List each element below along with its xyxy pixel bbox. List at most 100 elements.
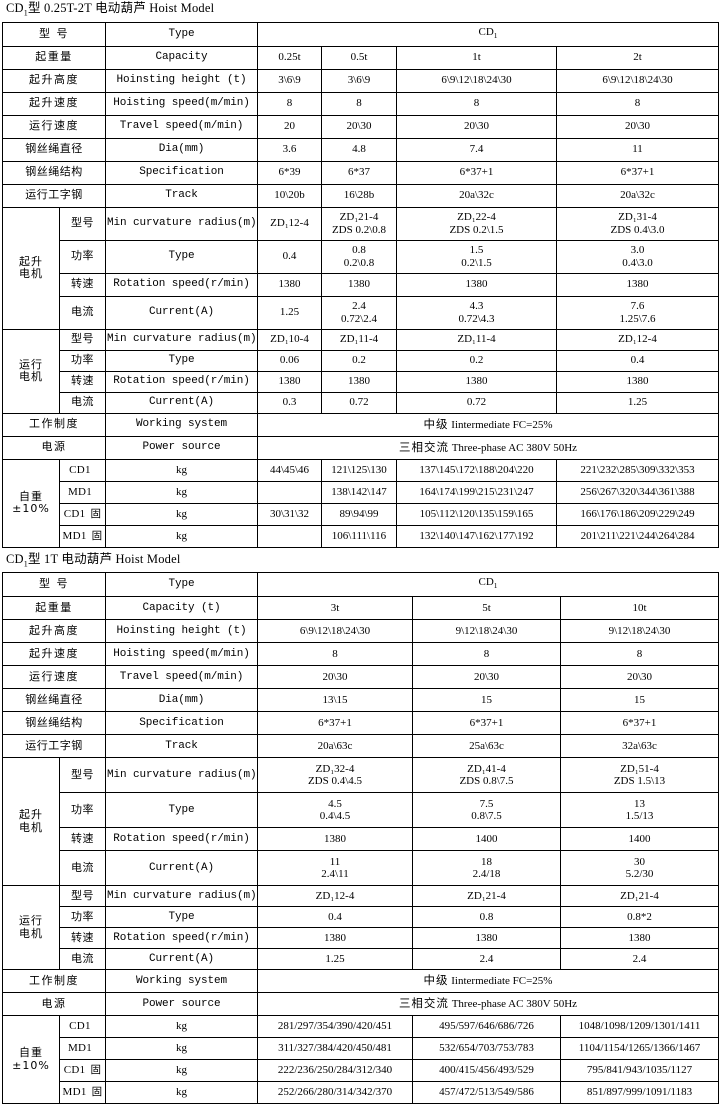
cell-value: 252/266/280/314/342/370 [257,1081,413,1104]
cell-value: 8 [412,642,561,666]
cell-value: 1380 [257,272,322,297]
hoist-spec-table-1: 型 号 Type CD1 起重量 Capacity 0.25t 0.5t 1t … [2,21,720,548]
header-model-subscript: 1 [493,581,498,591]
cell-value: 18 2.4/18 [412,850,561,886]
header-label-en: Type [105,572,258,597]
cell-value: 137\145\172\188\204\220 [396,458,557,482]
table-row: 运行工字钢 Track 20a\63c 25a\63c 32a\63c [2,734,719,758]
group-label-line2: 电机 [19,267,43,280]
row-label-cn: 电流 [59,391,106,414]
row-label-en: Rotation speed(r/min) [105,272,258,297]
table-1-title: CD1型 0.25T-2T 电动葫芦 Hoist Model [2,0,718,22]
cell-value: 20\30 [321,114,397,139]
cell-value: 20a\32c [555,183,720,208]
cell-value: 7.6 1.25\7.6 [555,295,720,330]
group-label-line2: 电机 [19,926,43,940]
cell-line2: 0.2\1.5 [461,256,492,269]
row-label-en: Current(A) [105,948,258,970]
cell-value: 7.4 [396,137,557,162]
table-row-weight-cd1: 自重 ±10% CD1 kg 44\45\46 121\125\130 137\… [2,458,720,548]
weight-row-label-text: MD1 [67,1042,93,1055]
cell-line1: ZD₁32-4 [315,762,355,775]
table-row-weight-cd1-fixed: CD1 固 kg 222/236/250/284/312/340 400/415/… [3,1059,719,1082]
cell-line2: ZDS 0.8\7.5 [459,775,514,787]
cell-line1: 4.3 [469,300,484,312]
table-row-power-source: 电源 Power source 三相交流 Three-phase AC 380V… [2,435,720,460]
cell-value: ZD₁41-4 ZDS 0.8\7.5 [412,757,561,793]
row-label-en: Min curvature radius(m) [105,206,258,241]
cell-value: 1.25 [257,948,413,970]
cell-line1: ZD₁31-4 [618,211,657,223]
table-row: 起升高度 Hoinsting height (t) 3\6\9 3\6\9 6\… [2,68,720,93]
cell-value: 1380 [412,927,561,949]
group-label-line1: 运行 [19,914,43,927]
weight-unit: kg [105,458,258,482]
cell-value: 4.8 [321,137,397,162]
table-row-working-system: 工作制度 Working system 中级 Iintermediate FC=… [2,412,720,437]
row-label-cn: 功率 [59,906,106,928]
weight-row-label-suffix [91,464,96,476]
working-system-value: 中级 Iintermediate FC=25% [256,412,720,437]
weight-row-label-text: CD1 [63,1064,86,1077]
cell-value: 281/297/354/390/420/451 [257,1015,413,1038]
cell-value: 1t [396,45,557,70]
cell-value: 166\176\186\209\229\249 [555,502,720,526]
weight-row-label: MD1 固 [59,1081,106,1104]
row-label-cn: 型号 [59,885,106,907]
working-system-label-en: Working system [105,412,258,437]
table-row-hoist-motor-current: 电流 Current(A) 11 2.4\11 18 2.4/18 30 5.2/30 [3,850,719,886]
table-row: 运行速度 Travel speed(m/min) 20\30 20\30 20\… [2,665,719,689]
cell-value [257,480,322,504]
row-label-cn: 型号 [59,328,106,351]
cell-value: ZD₁11-4 [321,328,397,351]
cell-value: 1048/1098/1209/1301/1411 [560,1015,719,1038]
cell-value: 11 [555,137,720,162]
group-label-line1: 起升 [19,808,43,821]
cell-value: 1400 [412,827,561,851]
hoist-spec-table-2: 型 号 Type CD1 起重量 Capacity (t) 3t 5t 10t … [2,572,719,1104]
weight-unit: kg [105,1037,258,1060]
row-label-en: Track [105,734,258,758]
cell-value: 8 [396,91,557,116]
row-label-cn: 钢丝绳结构 [2,160,106,185]
cell-line1: ZD₁41-4 [467,762,506,775]
cell-value: 6*37+1 [257,711,413,735]
weight-row-label: CD1 [59,458,106,482]
table-row: 运行速度 Travel speed(m/min) 20 20\30 20\30 … [2,114,720,139]
table-row: 钢丝绳直径 Dia(mm) 13\15 15 15 [2,688,719,712]
row-label-cn: 运行速度 [2,665,106,689]
table-row-weight-md1: MD1 kg 138\142\147 164\174\199\215\231\2… [3,480,720,504]
group-label-line1: 运行 [19,357,43,371]
cell-line1: 7.6 [630,300,645,312]
cell-line1: ZD₁12-4 [270,217,309,230]
cell-value: ZD₁10-4 [257,328,322,351]
row-label-cn: 功率 [59,792,106,828]
table-row-working-system: 工作制度 Working system 中级 Iintermediate FC=… [2,969,719,993]
cell-value: 8 [257,91,322,116]
cell-value: 0.06 [257,349,322,372]
cell-value: 2.4 0.72\2.4 [321,295,397,330]
cell-value: 0.4 [257,906,413,928]
cell-line1: ZD₁22-4 [457,211,496,223]
cell-value: 495/597/646/686/726 [412,1015,561,1038]
cell-value: 795/841/943/1035/1127 [560,1059,719,1082]
cell-value: 0.25t [257,45,322,70]
cell-value: 201\211\221\244\264\284 [555,524,720,548]
cell-value: 20\30 [412,665,561,689]
group-label-weight: 自重 ±10% [2,458,60,548]
header-model-prefix: CD [478,576,494,589]
group-label-weight: 自重 ±10% [2,1015,60,1104]
header-label-cn: 型 号 [2,572,106,597]
cell-value: 9\12\18\24\30 [560,619,719,643]
cell-line2: 2.4\11 [321,868,349,880]
cell-value: 121\125\130 [321,458,397,482]
group-label-line2: 电机 [19,820,43,834]
group-label-line1: 自重 [19,1046,43,1059]
table-row-weight-cd1: 自重 ±10% CD1 kg 281/297/354/390/420/451 4… [2,1015,719,1104]
cell-value: 457/472/513/549/586 [412,1081,561,1104]
cell-value: 20a\63c [257,734,413,758]
row-label-cn: 功率 [59,239,106,274]
cell-value: ZD₁11-4 [396,328,557,351]
cell-line1: 11 [329,855,341,868]
